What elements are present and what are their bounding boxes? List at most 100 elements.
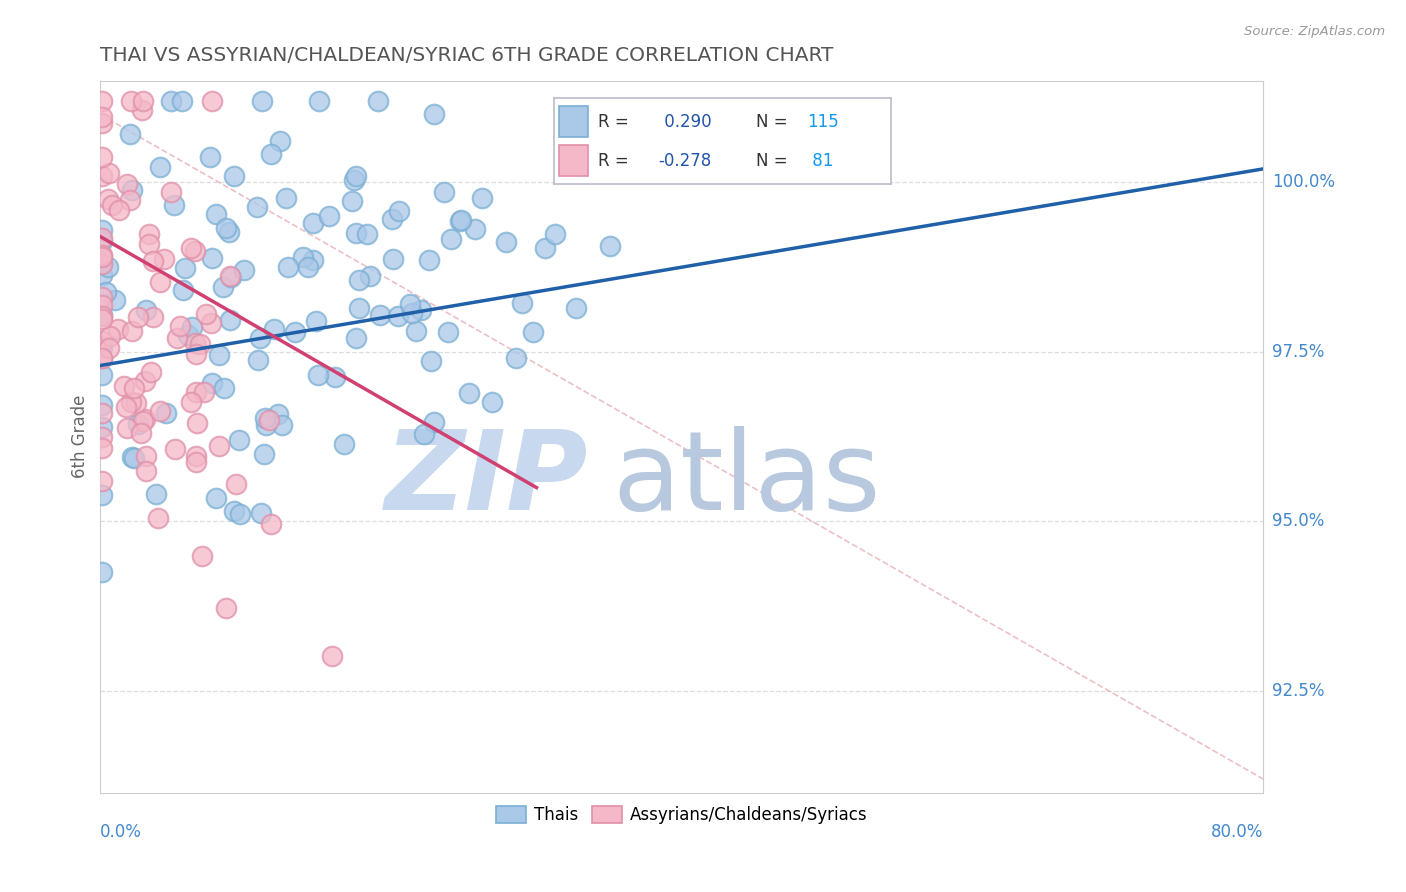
Point (260, 517, 283, 532)
Point (423, 107, 446, 121)
Point (201, 251, 224, 265)
Text: 97.5%: 97.5% (1272, 343, 1324, 361)
Point (152, 252, 174, 266)
Point (90, 399, 112, 413)
Point (90, 351, 112, 365)
Point (117, 420, 139, 434)
Point (205, 207, 228, 221)
Point (90, 419, 112, 434)
Point (184, 347, 207, 361)
Point (101, 198, 124, 212)
Point (138, 227, 160, 241)
Point (205, 491, 228, 506)
Point (207, 439, 229, 453)
Point (163, 198, 186, 212)
Point (90, 368, 112, 382)
Point (301, 253, 323, 268)
Point (120, 193, 142, 207)
Point (184, 449, 207, 463)
Point (97, 260, 120, 275)
Point (117, 177, 139, 191)
Point (269, 134, 291, 148)
Point (401, 306, 423, 320)
Point (90, 94, 112, 108)
Point (159, 94, 181, 108)
Point (544, 227, 567, 241)
Point (120, 394, 142, 409)
Y-axis label: 6th Grade: 6th Grade (72, 395, 89, 478)
Point (276, 191, 298, 205)
Point (250, 94, 273, 108)
Point (122, 451, 145, 466)
Point (90, 334, 112, 348)
Point (90, 150, 112, 164)
Point (90, 116, 112, 130)
Point (359, 268, 381, 283)
Point (115, 400, 138, 414)
Point (112, 379, 135, 393)
Point (135, 303, 157, 318)
Point (347, 301, 370, 316)
Point (418, 253, 440, 268)
Point (297, 260, 319, 274)
Point (344, 331, 367, 345)
Point (90, 312, 112, 326)
Point (184, 244, 207, 259)
Point (134, 374, 156, 388)
Point (267, 407, 290, 421)
Point (382, 252, 405, 266)
Point (367, 94, 389, 108)
Point (720, 128, 742, 143)
Point (118, 127, 141, 141)
Point (534, 241, 557, 255)
Point (368, 309, 391, 323)
Point (340, 194, 363, 209)
Point (195, 308, 218, 322)
Point (246, 200, 269, 214)
Point (90, 351, 112, 365)
Point (186, 416, 208, 430)
Text: 100.0%: 100.0% (1272, 173, 1334, 192)
Point (254, 417, 277, 432)
Point (186, 385, 208, 400)
Point (96, 285, 118, 300)
Text: 80.0%: 80.0% (1211, 823, 1264, 841)
Point (108, 202, 131, 217)
Point (277, 260, 299, 274)
Point (90, 231, 112, 245)
Point (90, 565, 112, 579)
Point (440, 232, 463, 246)
Point (169, 319, 191, 334)
Point (177, 327, 200, 342)
Point (450, 213, 472, 227)
Point (423, 415, 446, 429)
Point (381, 212, 404, 227)
Point (565, 301, 588, 315)
Point (90, 406, 112, 420)
Point (97, 341, 120, 355)
Point (318, 209, 340, 223)
Point (145, 486, 167, 500)
Point (437, 325, 460, 339)
Point (90, 268, 112, 283)
Text: 0.0%: 0.0% (100, 823, 142, 841)
Point (307, 368, 329, 382)
Point (343, 173, 366, 187)
Point (170, 94, 193, 108)
Point (90, 474, 112, 488)
Point (214, 381, 236, 395)
Point (471, 191, 494, 205)
Point (225, 477, 247, 491)
Point (284, 325, 307, 339)
Point (163, 442, 186, 456)
Point (121, 324, 143, 338)
Point (224, 503, 246, 517)
Point (139, 366, 162, 380)
Text: THAI VS ASSYRIAN/CHALDEAN/SYRIAC 6TH GRADE CORRELATION CHART: THAI VS ASSYRIAN/CHALDEAN/SYRIAC 6TH GRA… (100, 46, 834, 65)
Point (90, 248, 112, 262)
Point (120, 94, 142, 108)
Point (90, 169, 112, 183)
Point (90, 488, 112, 502)
Point (159, 185, 181, 199)
Point (599, 239, 621, 253)
